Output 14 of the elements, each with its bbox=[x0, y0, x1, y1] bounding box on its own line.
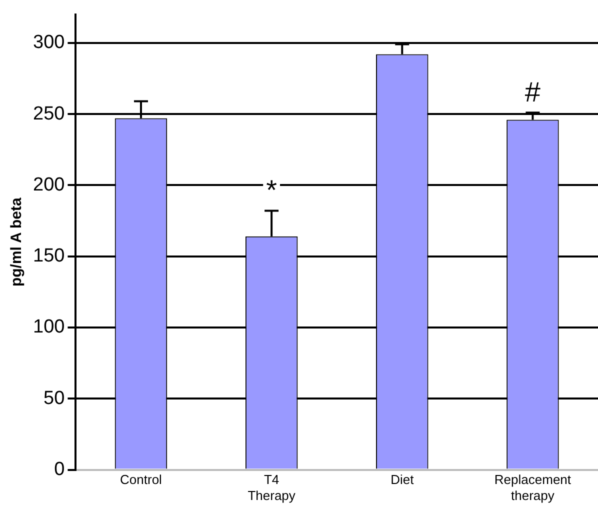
x-tick-label: T4 Therapy bbox=[248, 472, 296, 503]
y-tick-label: 300 bbox=[33, 32, 65, 54]
annotation: * bbox=[266, 174, 278, 206]
x-tick-label: Diet bbox=[390, 472, 414, 488]
y-tick-label: 100 bbox=[33, 316, 65, 338]
y-tick-label: 0 bbox=[54, 459, 65, 480]
annotation: # bbox=[524, 76, 541, 108]
y-tick-label: 150 bbox=[33, 246, 65, 267]
y-tick-label: 200 bbox=[33, 174, 65, 196]
y-axis-title: pg/ml A beta bbox=[8, 197, 26, 287]
y-tick-label: 250 bbox=[33, 103, 65, 124]
y-tick-label: 50 bbox=[44, 388, 65, 409]
x-tick-label: Replacement therapy bbox=[494, 472, 572, 503]
x-tick-label: Control bbox=[120, 472, 162, 488]
